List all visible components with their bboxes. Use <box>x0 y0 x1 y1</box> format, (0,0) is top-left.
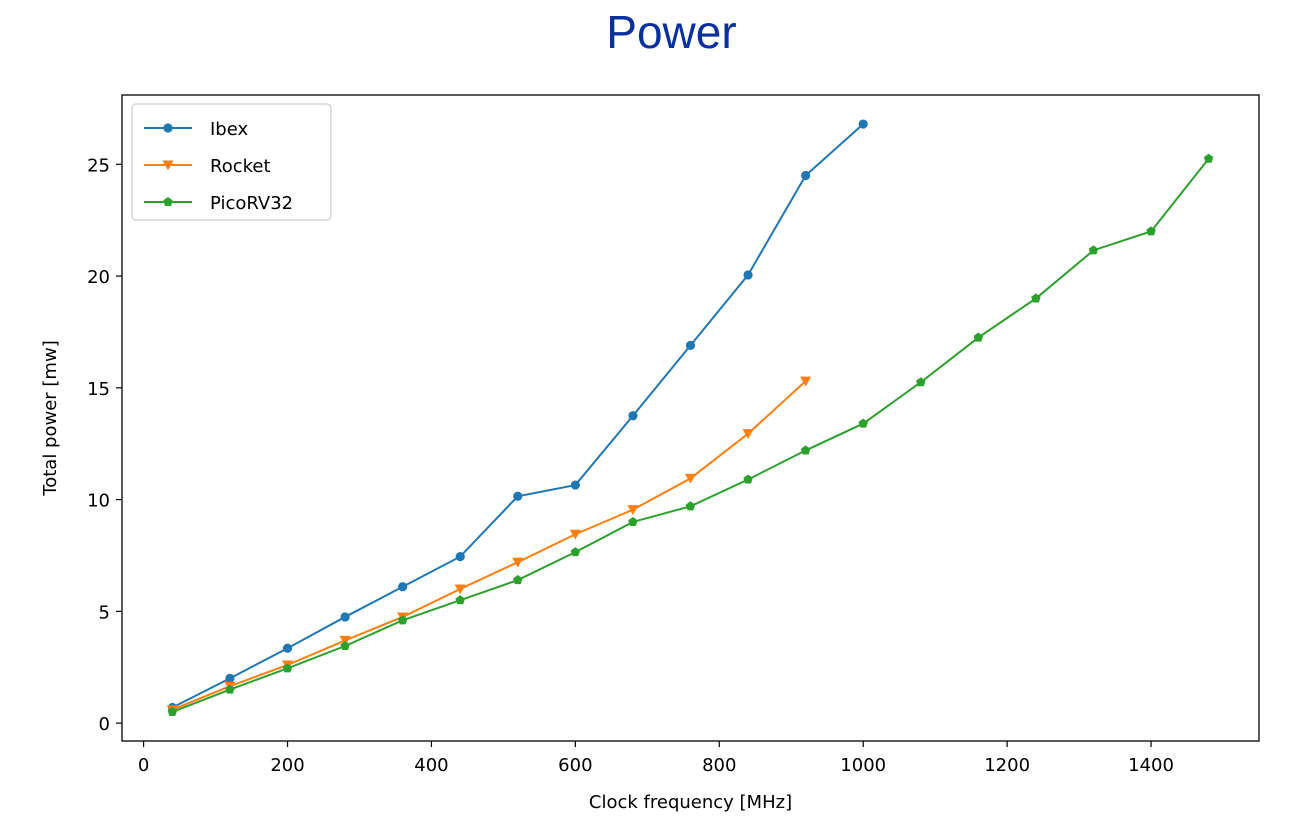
series-layer <box>166 119 1214 716</box>
data-point-picorv32 <box>455 595 465 605</box>
data-point-ibex <box>628 411 638 421</box>
data-point-ibex <box>513 491 523 501</box>
data-point-picorv32 <box>743 474 753 484</box>
data-point-ibex <box>570 480 580 490</box>
plot-area <box>121 94 1260 742</box>
x-tick-label: 400 <box>414 755 448 776</box>
data-point-ibex <box>340 612 350 622</box>
data-point-ibex <box>225 673 235 684</box>
legend-label-picorv32: PicoRV32 <box>210 193 293 214</box>
data-point-picorv32 <box>1088 245 1099 255</box>
legend-item-rocket: Rocket <box>144 156 271 177</box>
legend-marker-picorv32 <box>163 197 173 207</box>
x-tick-label: 1000 <box>840 755 886 776</box>
legend-box <box>131 103 332 221</box>
page-title: Power <box>606 6 737 58</box>
data-point-picorv32 <box>685 501 696 511</box>
data-point-rocket <box>569 529 581 540</box>
x-tick-label: 600 <box>558 755 592 776</box>
y-tick-label: 20 <box>87 267 110 288</box>
series-picorv32 <box>167 153 1214 716</box>
x-tick-label: 200 <box>270 755 304 776</box>
y-tick-label: 0 <box>99 714 110 735</box>
data-point-rocket <box>454 584 466 595</box>
data-point-picorv32 <box>570 547 581 557</box>
data-point-ibex <box>801 170 811 181</box>
data-point-ibex <box>743 270 753 280</box>
data-point-ibex <box>398 582 408 592</box>
x-tick-label: 1400 <box>1128 755 1174 776</box>
data-point-rocket <box>339 635 351 646</box>
legend-item-ibex: Ibex <box>144 119 248 140</box>
data-point-picorv32 <box>340 641 350 651</box>
x-tick-label: 1200 <box>984 755 1030 776</box>
y-tick-label: 5 <box>99 602 110 623</box>
data-point-picorv32 <box>1203 153 1214 163</box>
x-tick-label: 0 <box>138 755 149 776</box>
data-point-picorv32 <box>858 418 868 428</box>
data-point-rocket <box>684 473 697 484</box>
series-ibex <box>167 119 868 713</box>
y-tick-label: 25 <box>87 155 110 176</box>
data-point-picorv32 <box>1146 226 1156 236</box>
x-axis: 0 200 400 600 800 1000 1200 1400 <box>138 741 1174 776</box>
data-point-rocket <box>512 557 524 568</box>
legend: Ibex Rocket PicoRV32 <box>131 103 332 221</box>
y-axis-title: Total power [mw] <box>40 340 61 496</box>
data-point-picorv32 <box>1031 293 1041 303</box>
legend-item-picorv32: PicoRV32 <box>144 193 293 214</box>
y-axis: 0 5 10 15 20 25 <box>87 155 122 735</box>
data-point-ibex <box>455 551 465 562</box>
data-point-rocket <box>800 376 812 387</box>
series-line-picorv32 <box>172 158 1210 713</box>
series-rocket <box>166 376 812 716</box>
data-point-picorv32 <box>916 377 926 387</box>
series-line-rocket <box>171 380 807 711</box>
legend-marker-rocket <box>162 160 174 171</box>
data-point-rocket <box>742 429 754 439</box>
data-point-ibex <box>282 643 293 653</box>
plot-frame <box>121 94 1260 742</box>
data-point-picorv32 <box>225 684 235 694</box>
y-tick-label: 15 <box>87 379 110 400</box>
y-tick-label: 10 <box>87 491 110 512</box>
legend-label-ibex: Ibex <box>210 119 248 140</box>
legend-label-rocket: Rocket <box>210 156 271 177</box>
data-point-picorv32 <box>282 663 293 673</box>
data-point-ibex <box>685 340 696 350</box>
legend-marker-ibex <box>163 123 173 133</box>
data-point-picorv32 <box>628 516 638 526</box>
data-point-picorv32 <box>513 575 523 585</box>
data-point-ibex <box>858 119 868 129</box>
data-point-picorv32 <box>800 445 811 455</box>
x-axis-title: Clock frequency [MHz] <box>589 792 792 813</box>
x-tick-label: 800 <box>702 755 736 776</box>
data-point-picorv32 <box>167 706 178 716</box>
data-point-picorv32 <box>973 332 984 342</box>
data-point-picorv32 <box>397 615 408 625</box>
data-point-rocket <box>627 505 639 515</box>
